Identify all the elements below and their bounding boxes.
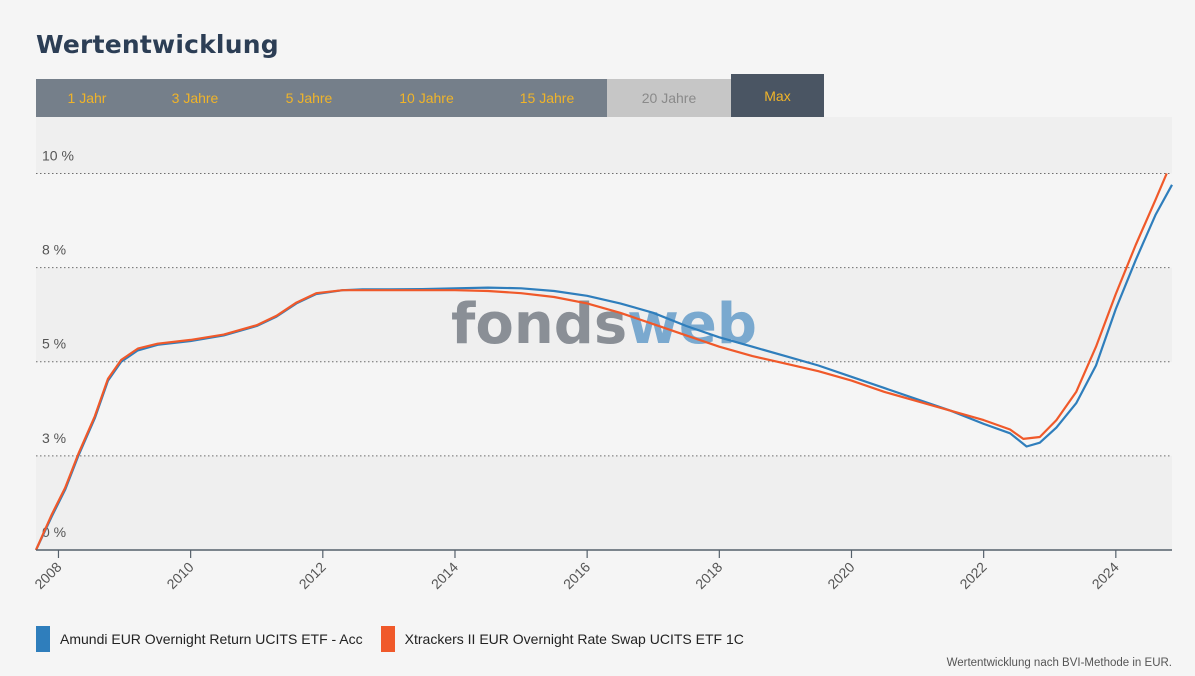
tab-20-jahre[interactable]: 20 Jahre <box>607 79 731 117</box>
x-tick-label: 2008 <box>31 559 64 592</box>
x-tick-label: 2024 <box>1089 559 1122 592</box>
y-tick-label: 5 % <box>42 336 66 352</box>
x-tick-label: 2014 <box>428 559 461 592</box>
tab-15-jahre[interactable]: 15 Jahre <box>487 79 607 117</box>
footnote: Wertentwicklung nach BVI-Methode in EUR. <box>946 657 1172 669</box>
y-tick-label: 0 % <box>42 524 66 540</box>
legend-swatch-blue <box>36 626 50 652</box>
plot-band <box>36 267 1172 362</box>
watermark-part2: web <box>627 292 757 357</box>
plot-band <box>36 361 1172 456</box>
fondsweb-watermark: fondsweb <box>451 292 757 357</box>
tab-1-jahr[interactable]: 1 Jahr <box>36 79 138 117</box>
plot-band <box>36 117 1172 174</box>
legend-item-amundi[interactable]: Amundi EUR Overnight Return UCITS ETF - … <box>36 626 363 652</box>
x-tick-label: 2010 <box>163 559 196 592</box>
x-tick-label: 2018 <box>692 559 725 592</box>
tab-5-jahre[interactable]: 5 Jahre <box>252 79 366 117</box>
x-tick-label: 2022 <box>956 559 989 592</box>
chart-legend: Amundi EUR Overnight Return UCITS ETF - … <box>36 626 762 652</box>
x-tick-label: 2012 <box>296 559 329 592</box>
y-tick-label: 10 % <box>42 147 74 163</box>
legend-label-amundi: Amundi EUR Overnight Return UCITS ETF - … <box>60 631 363 647</box>
series-line-1 <box>35 184 1173 551</box>
series-line-2 <box>34 173 1168 551</box>
page-title: Wertentwicklung <box>36 30 279 59</box>
legend-label-xtrackers: Xtrackers II EUR Overnight Rate Swap UCI… <box>404 631 744 647</box>
plot-band <box>36 173 1172 268</box>
x-tick-label: 2016 <box>560 559 593 592</box>
y-tick-label: 3 % <box>42 430 66 446</box>
tab-10-jahre[interactable]: 10 Jahre <box>366 79 487 117</box>
tab-max[interactable]: Max <box>731 74 824 117</box>
plot-band <box>36 455 1172 550</box>
legend-item-xtrackers[interactable]: Xtrackers II EUR Overnight Rate Swap UCI… <box>380 626 744 652</box>
period-tabs: 1 Jahr 3 Jahre 5 Jahre 10 Jahre 15 Jahre… <box>36 74 824 117</box>
y-tick-label: 8 % <box>42 242 66 258</box>
tab-3-jahre[interactable]: 3 Jahre <box>138 79 252 117</box>
legend-swatch-orange <box>380 626 395 652</box>
x-tick-label: 2020 <box>824 559 857 592</box>
watermark-part1: fonds <box>451 292 627 357</box>
